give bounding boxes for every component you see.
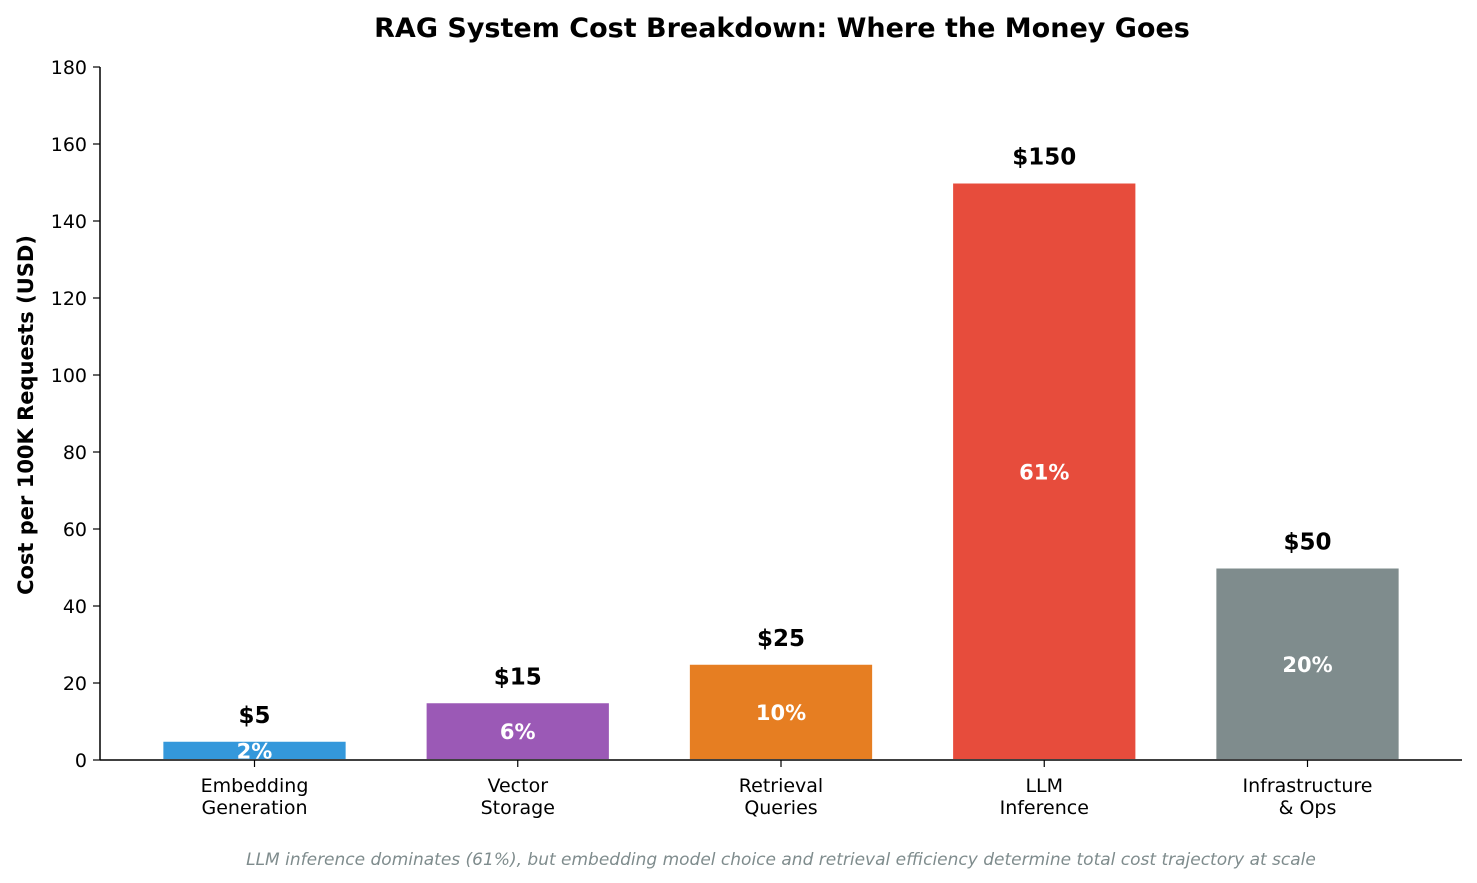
y-tick-label: 140 [51, 211, 87, 233]
x-tick-label: Vector [487, 775, 548, 797]
y-tick-label: 180 [51, 57, 87, 79]
y-tick-label: 80 [63, 442, 87, 464]
x-tick-label: LLM [1025, 775, 1063, 797]
bar-percent-label: 61% [1019, 460, 1069, 484]
chart-title: RAG System Cost Breakdown: Where the Mon… [374, 13, 1190, 44]
bar-percent-label: 6% [500, 720, 536, 744]
bar [424, 701, 611, 761]
bar-value-label: $50 [1283, 530, 1331, 556]
x-tick-label: Queries [744, 797, 817, 819]
bar-value-label: $5 [238, 703, 270, 729]
bar-value-label: $15 [494, 664, 542, 690]
x-tick-label: Infrastructure [1242, 775, 1372, 797]
bar-percent-label: 20% [1282, 653, 1332, 677]
chart-caption: LLM inference dominates (61%), but embed… [246, 850, 1316, 870]
x-tick-label: & Ops [1279, 797, 1337, 819]
bar [1214, 566, 1401, 761]
x-tick-label: Generation [202, 797, 308, 819]
y-tick-label: 0 [75, 750, 87, 772]
bar-percent-label: 10% [756, 701, 806, 725]
bar [951, 181, 1138, 761]
y-tick-label: 40 [63, 596, 87, 618]
y-tick-label: 20 [63, 673, 87, 695]
x-tick-label: Embedding [201, 775, 309, 797]
y-tick-label: 120 [51, 288, 87, 310]
y-axis-label: Cost per 100K Requests (USD) [14, 235, 38, 595]
x-tick-label: Storage [481, 797, 555, 819]
bar-value-label: $25 [757, 626, 805, 652]
y-tick-label: 60 [63, 519, 87, 541]
x-tick-label: Retrieval [739, 775, 823, 797]
plot-area: 020406080100120140160180$52%EmbeddingGen… [51, 57, 1462, 819]
y-tick-label: 100 [51, 365, 87, 387]
bar-value-label: $150 [1012, 145, 1076, 171]
y-tick-label: 160 [51, 134, 87, 156]
x-tick-label: Inference [1000, 797, 1089, 819]
bar [687, 662, 875, 761]
